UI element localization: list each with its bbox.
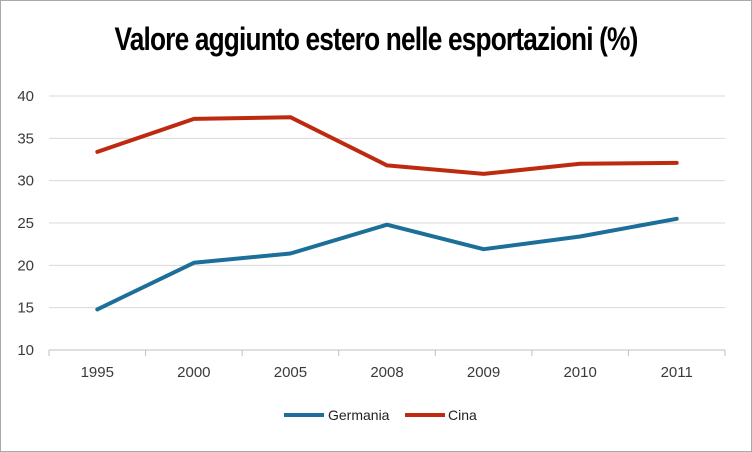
y-tick-label: 40 xyxy=(17,88,34,105)
x-tick-label: 2010 xyxy=(563,364,596,381)
y-tick-label: 35 xyxy=(17,130,34,147)
legend-label-germania: Germania xyxy=(328,407,390,423)
legend: Germania Cina xyxy=(284,407,477,423)
x-tick-label: 1995 xyxy=(81,364,114,381)
x-tick-label: 2009 xyxy=(467,364,500,381)
legend-label-cina: Cina xyxy=(448,407,477,423)
series-lines xyxy=(95,115,679,312)
x-tick-label: 2005 xyxy=(274,364,307,381)
series-line-germania xyxy=(95,216,679,312)
x-tick-label: 2008 xyxy=(370,364,403,381)
y-tick-label: 20 xyxy=(17,257,34,274)
x-axis xyxy=(48,349,726,356)
y-tick-label: 10 xyxy=(17,342,34,359)
y-tick-label: 30 xyxy=(17,173,34,190)
y-tick-label: 25 xyxy=(17,215,34,232)
chart-title: Valore aggiunto estero nelle esportazion… xyxy=(114,21,638,57)
x-tick-label: 2000 xyxy=(177,364,210,381)
x-tick-labels: 1995 2000 2005 2008 2009 2010 2011 xyxy=(81,364,693,381)
y-tick-label: 15 xyxy=(17,300,34,317)
gridlines xyxy=(49,95,725,309)
x-tick-label: 2011 xyxy=(661,364,693,381)
y-axis: 10 15 20 25 30 35 40 xyxy=(17,88,34,359)
